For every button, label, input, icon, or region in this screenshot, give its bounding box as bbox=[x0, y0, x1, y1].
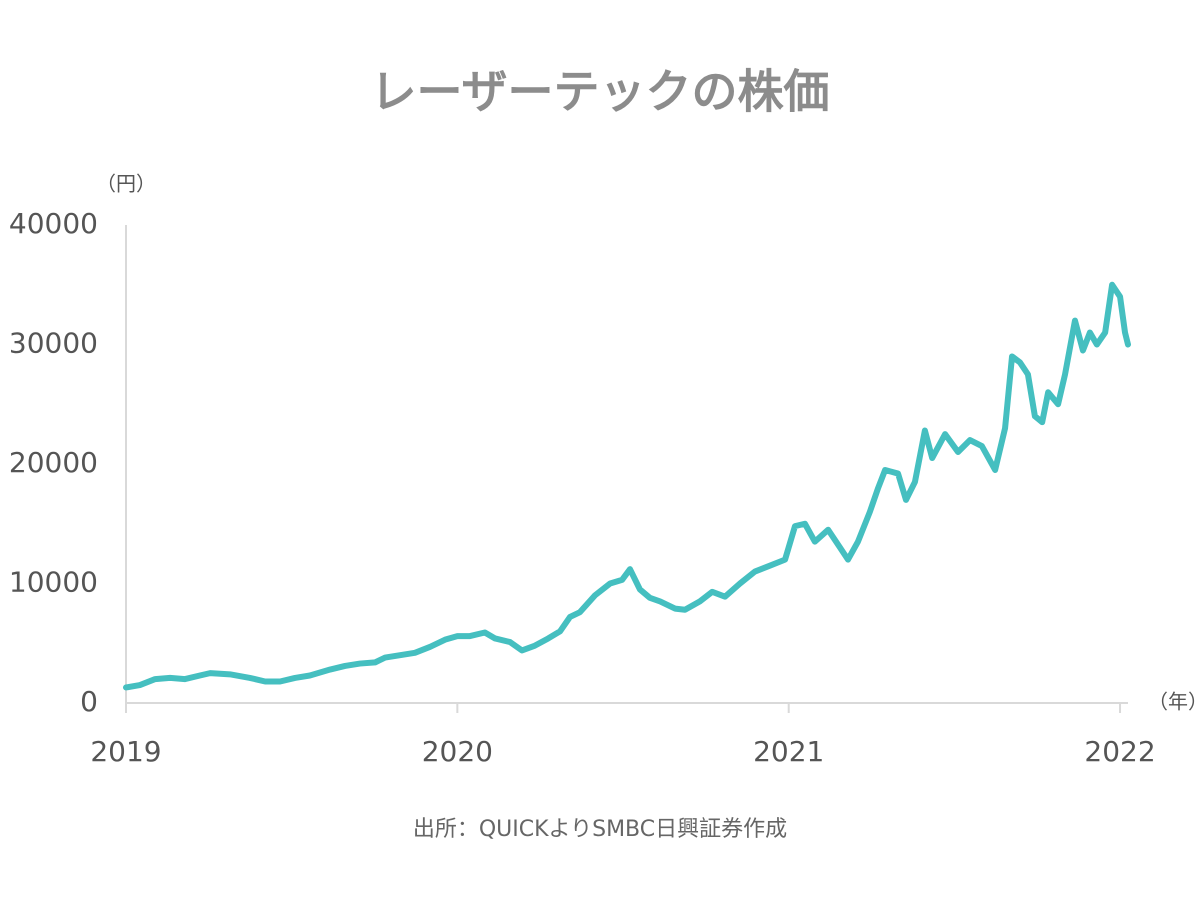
price-line bbox=[123, 281, 1131, 691]
y-tick-label: 40000 bbox=[9, 207, 98, 240]
y-tick-label: 10000 bbox=[9, 566, 98, 599]
y-tick-label: 30000 bbox=[9, 327, 98, 360]
source-note: 出所：QUICKよりSMBC日興証券作成 bbox=[413, 817, 787, 842]
x-tick-label: 2020 bbox=[422, 735, 493, 768]
chart-title: レーザーテックの株価 bbox=[370, 65, 829, 119]
y-tick-label: 0 bbox=[80, 685, 98, 718]
x-unit: （年） bbox=[1148, 690, 1200, 714]
y-tick-label: 20000 bbox=[9, 446, 98, 479]
x-tick-label: 2019 bbox=[90, 735, 161, 768]
y-unit: （円） bbox=[96, 172, 156, 196]
x-tick-label: 2022 bbox=[1084, 735, 1155, 768]
x-tick-label: 2021 bbox=[753, 735, 824, 768]
